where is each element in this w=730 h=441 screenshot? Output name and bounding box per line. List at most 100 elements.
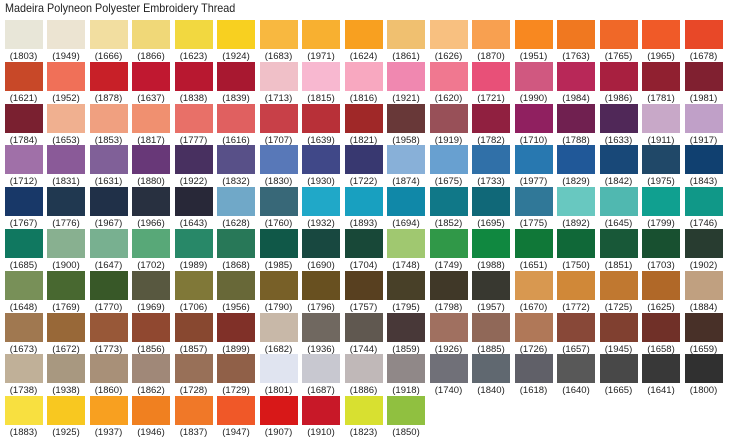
thread-code: (1757) — [349, 301, 378, 313]
swatch — [47, 270, 85, 300]
swatch — [599, 187, 638, 217]
swatch — [132, 61, 170, 91]
thread-code: (1639) — [307, 134, 335, 146]
swatch — [514, 20, 553, 49]
thread-code: (1640) — [562, 385, 590, 397]
swatch — [89, 103, 128, 133]
swatch — [344, 103, 383, 133]
swatch — [642, 145, 680, 175]
swatch — [217, 354, 255, 384]
thread-code: (1821) — [349, 134, 378, 146]
thread-code: (1936) — [307, 343, 335, 355]
thread-code: (1618) — [519, 385, 548, 397]
swatch — [387, 187, 425, 217]
swatch — [472, 103, 510, 133]
thread-code: (1687) — [307, 385, 335, 397]
thread-code: (1781) — [647, 92, 675, 104]
swatch — [557, 270, 595, 300]
thread-code: (1975) — [647, 176, 675, 188]
swatch — [89, 145, 128, 175]
thread-code: (1857) — [179, 343, 208, 355]
thread-code: (1910) — [307, 427, 335, 439]
thread-code: (1728) — [179, 385, 208, 397]
thread-code: (1860) — [94, 385, 123, 397]
thread-code: (1800) — [689, 385, 718, 397]
thread-code: (1744) — [349, 343, 378, 355]
thread-code: (1831) — [52, 176, 80, 188]
swatch — [642, 187, 680, 217]
swatch — [4, 396, 43, 426]
swatch — [217, 61, 255, 91]
swatch — [684, 103, 723, 133]
thread-code: (1616) — [222, 134, 250, 146]
thread-code: (1796) — [307, 301, 335, 313]
thread-code: (1641) — [647, 385, 675, 397]
thread-code: (1776) — [52, 218, 80, 230]
thread-code: (1772) — [562, 301, 590, 313]
swatch — [642, 20, 680, 49]
swatch — [89, 20, 128, 49]
swatch — [344, 270, 383, 300]
swatch — [259, 61, 298, 91]
swatch — [472, 145, 510, 175]
swatch — [387, 312, 425, 342]
swatch — [89, 354, 128, 384]
swatch — [302, 229, 340, 258]
thread-code: (1790) — [264, 301, 293, 313]
thread-code: (1659) — [689, 343, 718, 355]
swatch — [557, 187, 595, 217]
swatch — [302, 61, 340, 91]
thread-code: (1653) — [52, 134, 80, 146]
thread-code: (1738) — [9, 385, 38, 397]
thread-code: (1856) — [137, 343, 165, 355]
thread-code: (1721) — [477, 92, 505, 104]
swatch — [599, 61, 638, 91]
swatch — [344, 396, 383, 426]
swatch — [642, 354, 680, 384]
thread-code: (1957) — [477, 301, 505, 313]
swatch — [4, 312, 43, 342]
thread-code: (1801) — [264, 385, 293, 397]
thread-code: (1628) — [222, 218, 250, 230]
swatch — [387, 20, 425, 49]
thread-code: (1853) — [94, 134, 123, 146]
swatch — [344, 312, 383, 342]
thread-code: (1712) — [9, 176, 38, 188]
swatch — [259, 396, 298, 426]
thread-code: (1883) — [9, 427, 38, 439]
swatch — [514, 61, 553, 91]
swatch — [259, 229, 298, 258]
thread-code: (1907) — [264, 427, 293, 439]
thread-code: (1620) — [434, 92, 463, 104]
swatch — [514, 187, 553, 217]
swatch — [387, 145, 425, 175]
swatch — [217, 187, 255, 217]
thread-code: (1969) — [137, 301, 165, 313]
thread-code: (1843) — [689, 176, 718, 188]
thread-code: (1918) — [392, 385, 420, 397]
thread-code: (1840) — [477, 385, 505, 397]
swatch — [557, 103, 595, 133]
swatch — [684, 20, 723, 49]
thread-code: (1707) — [264, 134, 293, 146]
thread-code: (1694) — [392, 218, 420, 230]
swatch — [132, 20, 170, 49]
swatch — [132, 270, 170, 300]
swatch — [259, 354, 298, 384]
swatch — [472, 20, 510, 49]
swatch — [557, 229, 595, 258]
swatch — [259, 103, 298, 133]
thread-code: (1658) — [647, 343, 675, 355]
swatch — [344, 20, 383, 49]
swatch — [89, 270, 128, 300]
swatch — [429, 270, 468, 300]
swatch — [132, 312, 170, 342]
thread-code: (1988) — [477, 260, 505, 271]
swatch — [557, 354, 595, 384]
thread-code: (1989) — [179, 260, 208, 271]
thread-code: (1851) — [604, 260, 633, 271]
thread-code: (1722) — [349, 176, 378, 188]
swatch — [89, 396, 128, 426]
thread-code: (1672) — [52, 343, 80, 355]
thread-code: (1938) — [52, 385, 80, 397]
